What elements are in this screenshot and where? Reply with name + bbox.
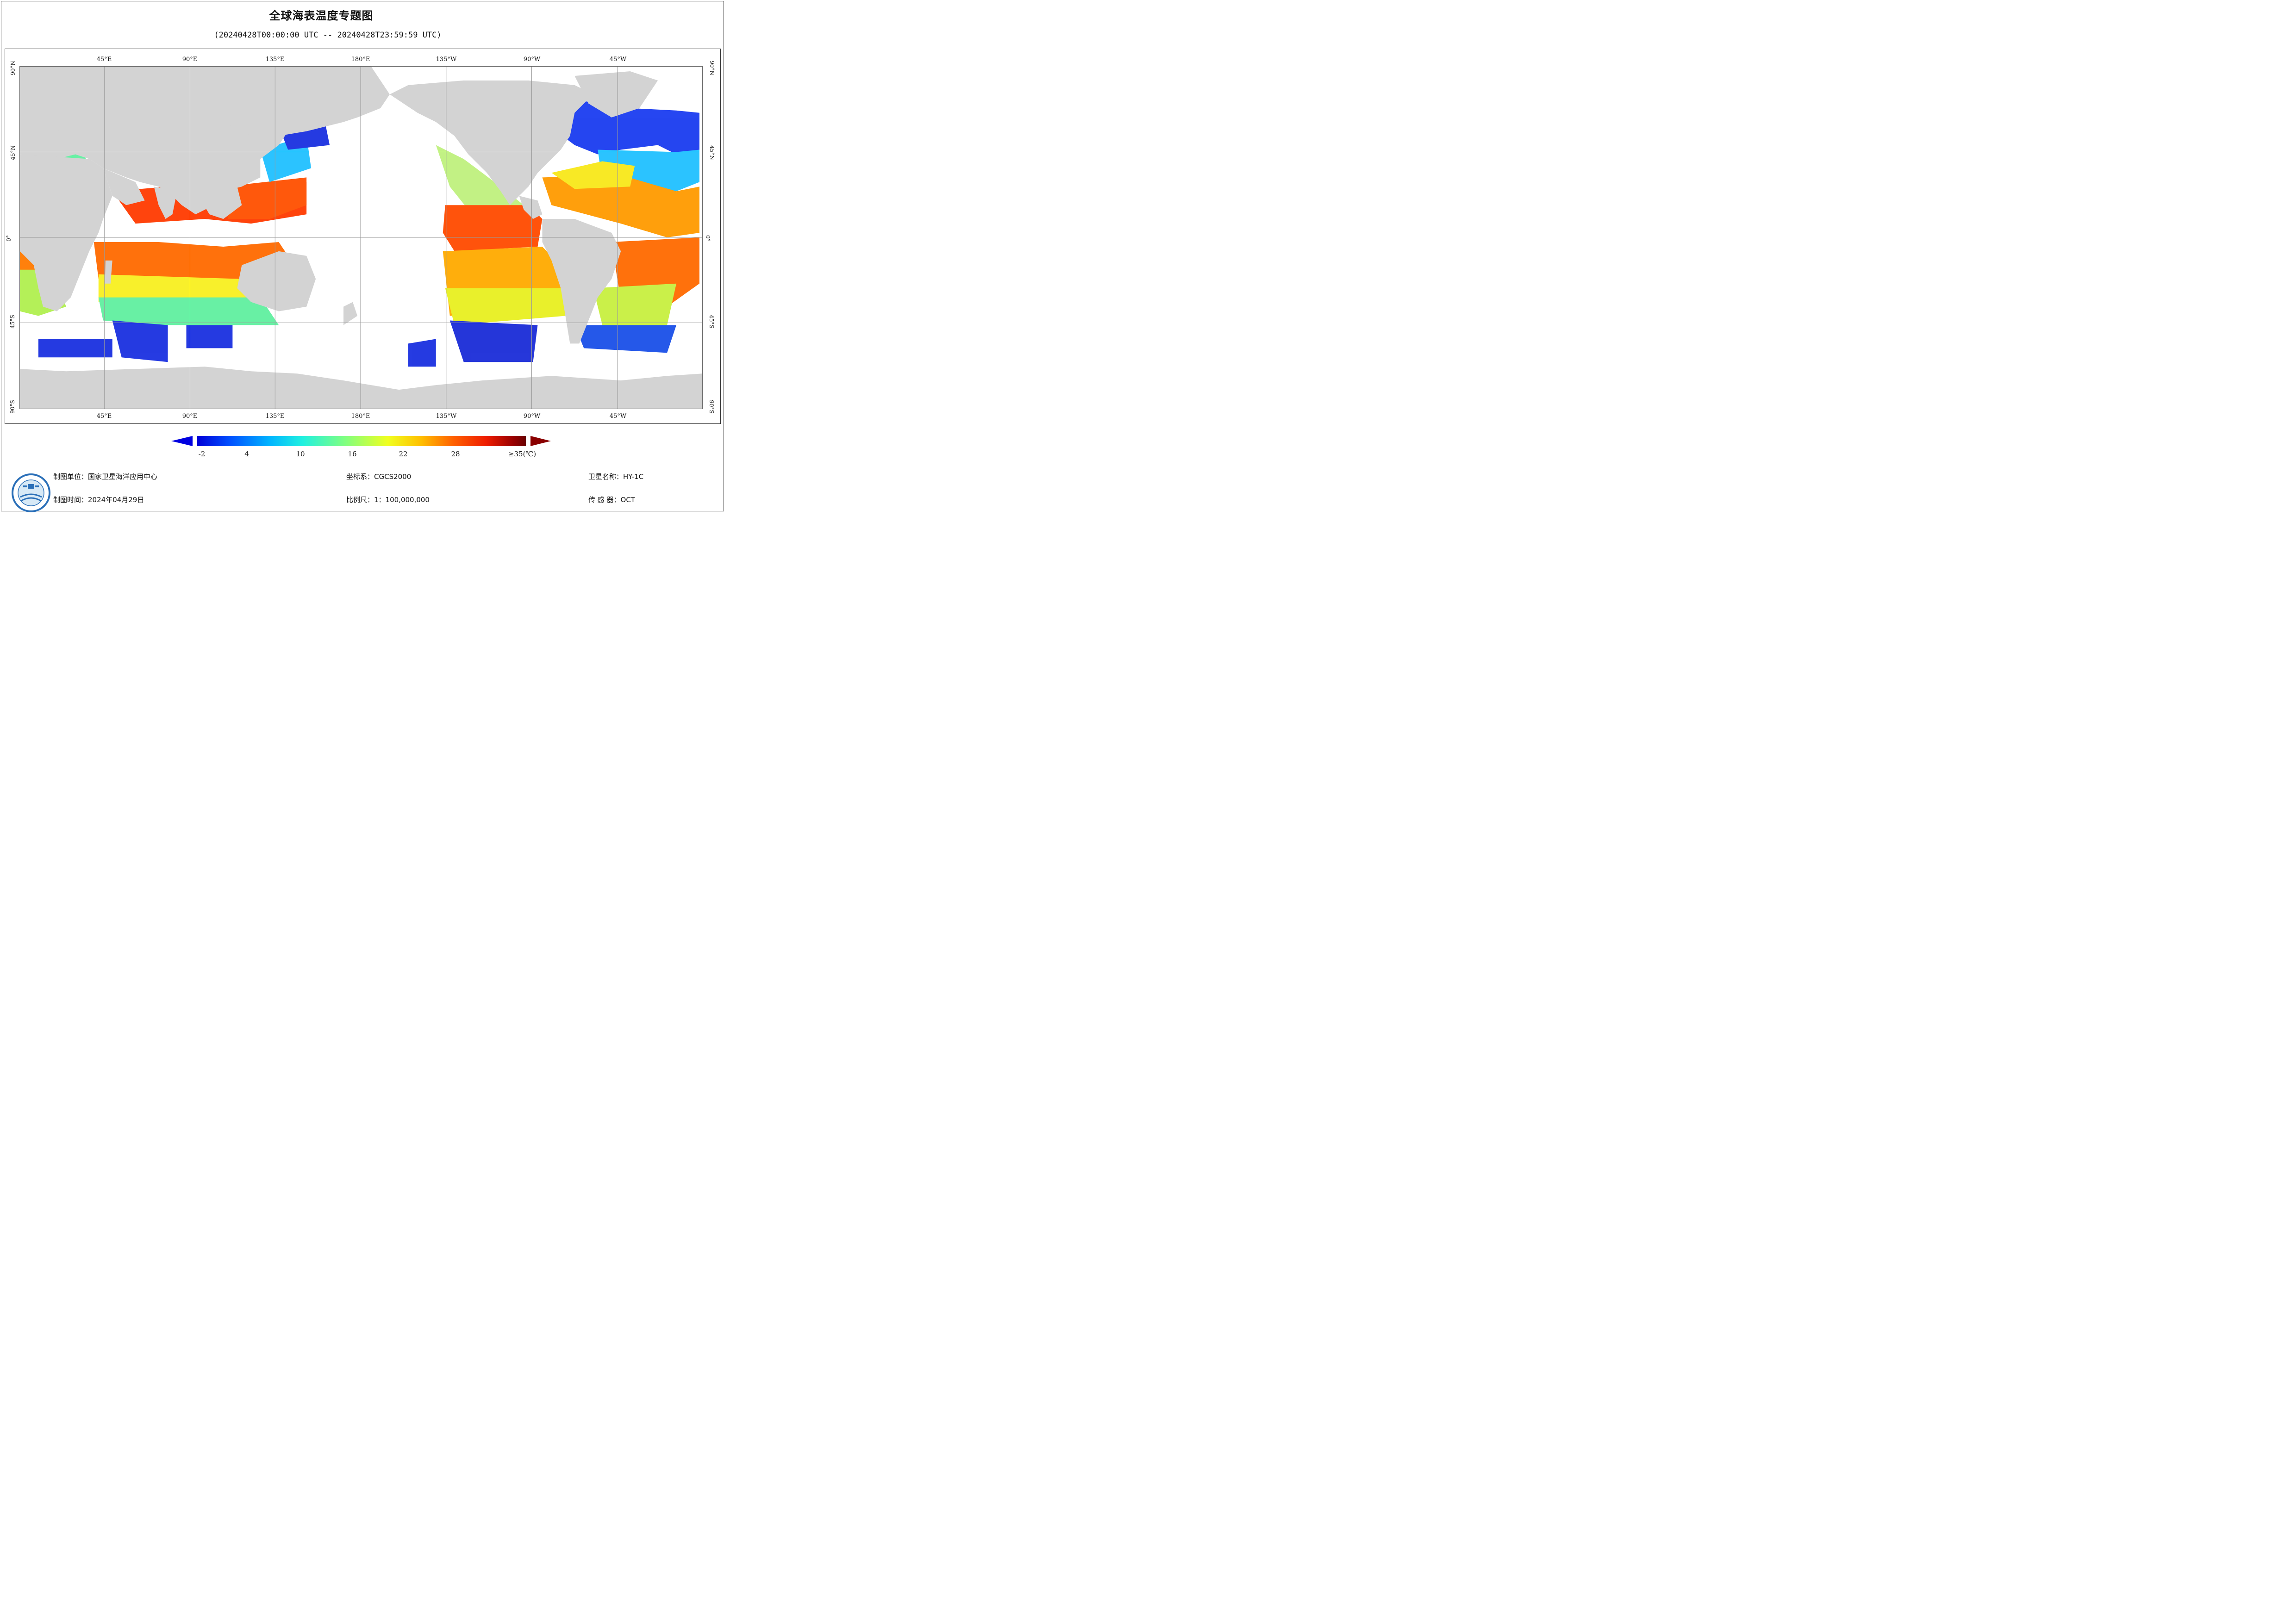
sst-map xyxy=(19,66,703,409)
lat-label-right: 45°S xyxy=(708,315,715,329)
footer-org: 制图单位：国家卫星海洋应用中心 xyxy=(53,473,158,481)
land-greenland xyxy=(574,71,658,118)
land-se-asia xyxy=(195,187,242,219)
sst-south-east-pacific-yellow xyxy=(445,288,566,325)
land-eurasia-arctic xyxy=(20,67,390,136)
sst-southern-ocean-blue2 xyxy=(186,325,233,348)
page-border xyxy=(1,1,724,511)
colorbar-gradient xyxy=(197,436,526,446)
sst-indian-ocean-green xyxy=(98,297,279,325)
colorbar-tick-label: 22 xyxy=(399,450,408,458)
land-india xyxy=(154,187,177,219)
lon-label-top: 135°E xyxy=(265,56,285,63)
lat-label-left: 90°N xyxy=(9,61,16,75)
sst-east-pacific-tropics xyxy=(443,205,543,251)
colorbar-max-arrow xyxy=(530,436,551,446)
sst-map-svg xyxy=(20,67,702,409)
lat-label-right: 90°N xyxy=(708,61,715,75)
lat-label-left: 90°S xyxy=(9,400,16,414)
lon-label-bottom: 90°W xyxy=(523,413,541,420)
map-frame xyxy=(5,49,721,424)
colorbar-tick-label: -2 xyxy=(198,450,206,458)
sst-west-pacific xyxy=(223,177,307,219)
colorbar-min-arrow xyxy=(171,436,193,446)
land-africa xyxy=(20,154,112,311)
land-new-zealand xyxy=(343,302,358,325)
colorbar-tick-label: 16 xyxy=(348,450,357,458)
lon-label-top: 135°W xyxy=(436,56,457,63)
lon-label-top: 45°W xyxy=(609,56,627,63)
lat-label-left: 45°N xyxy=(9,145,16,160)
graticule xyxy=(20,67,702,409)
sst-southern-ocean-blue xyxy=(112,320,168,362)
lon-label-bottom: 180°E xyxy=(351,413,370,420)
colorbar-tick-label: 28 xyxy=(451,450,460,458)
nsoas-logo-icon xyxy=(12,473,50,512)
lon-label-top: 90°E xyxy=(182,56,198,63)
lon-label-bottom: 45°W xyxy=(609,413,627,420)
lon-label-bottom: 135°W xyxy=(436,413,457,420)
sst-south-atlantic-yellow xyxy=(593,283,677,325)
land-antarctica xyxy=(20,367,702,409)
lat-label-left: 0° xyxy=(5,235,12,242)
land-south-america xyxy=(542,219,621,344)
footer-sensor: 传 感 器：OCT xyxy=(588,496,635,504)
footer-crs: 坐标系：CGCS2000 xyxy=(346,473,412,481)
time-range-subtitle: (20240428T00:00:00 UTC -- 20240428T23:59… xyxy=(214,31,442,40)
land-australia xyxy=(237,251,316,311)
sst-north-pacific-east xyxy=(436,145,524,224)
footer-satellite: 卫星名称：HY-1C xyxy=(588,473,644,481)
colorbar xyxy=(171,436,551,446)
lon-label-top: 180°E xyxy=(351,56,370,63)
colorbar-tick-label: ≥35(℃) xyxy=(508,450,537,458)
lat-label-right: 45°N xyxy=(708,145,715,160)
footer-date: 制图时间：2024年04月29日 xyxy=(53,496,144,504)
sst-south-pacific-blue xyxy=(408,339,436,367)
sst-south-east-pacific-cold xyxy=(449,320,538,362)
lon-label-top: 90°W xyxy=(523,56,541,63)
land-central-america xyxy=(519,196,543,219)
land-arabia xyxy=(103,168,145,205)
land-madagascar xyxy=(105,260,112,284)
lon-label-bottom: 90°E xyxy=(182,413,198,420)
colorbar-tick-label: 10 xyxy=(296,450,305,458)
sst-south-atlantic-cold xyxy=(574,325,677,353)
sst-north-atlantic-cold xyxy=(556,99,700,155)
colorbar-tick-label: 4 xyxy=(244,450,249,458)
footer-scale: 比例尺：1：100,000,000 xyxy=(346,496,430,504)
lat-label-right: 90°S xyxy=(708,400,715,414)
lon-label-bottom: 135°E xyxy=(265,413,285,420)
map-title: 全球海表温度专题图 xyxy=(269,9,374,22)
sst-north-atlantic-warm xyxy=(542,175,700,238)
lon-label-top: 45°E xyxy=(96,56,112,63)
sst-southern-indian-blue xyxy=(38,339,112,358)
lon-label-bottom: 45°E xyxy=(96,413,112,420)
lat-label-left: 45°S xyxy=(9,315,16,329)
land-north-america xyxy=(389,80,593,205)
lat-label-right: 0° xyxy=(704,235,711,242)
sst-north-atlantic-yellow xyxy=(551,161,635,189)
